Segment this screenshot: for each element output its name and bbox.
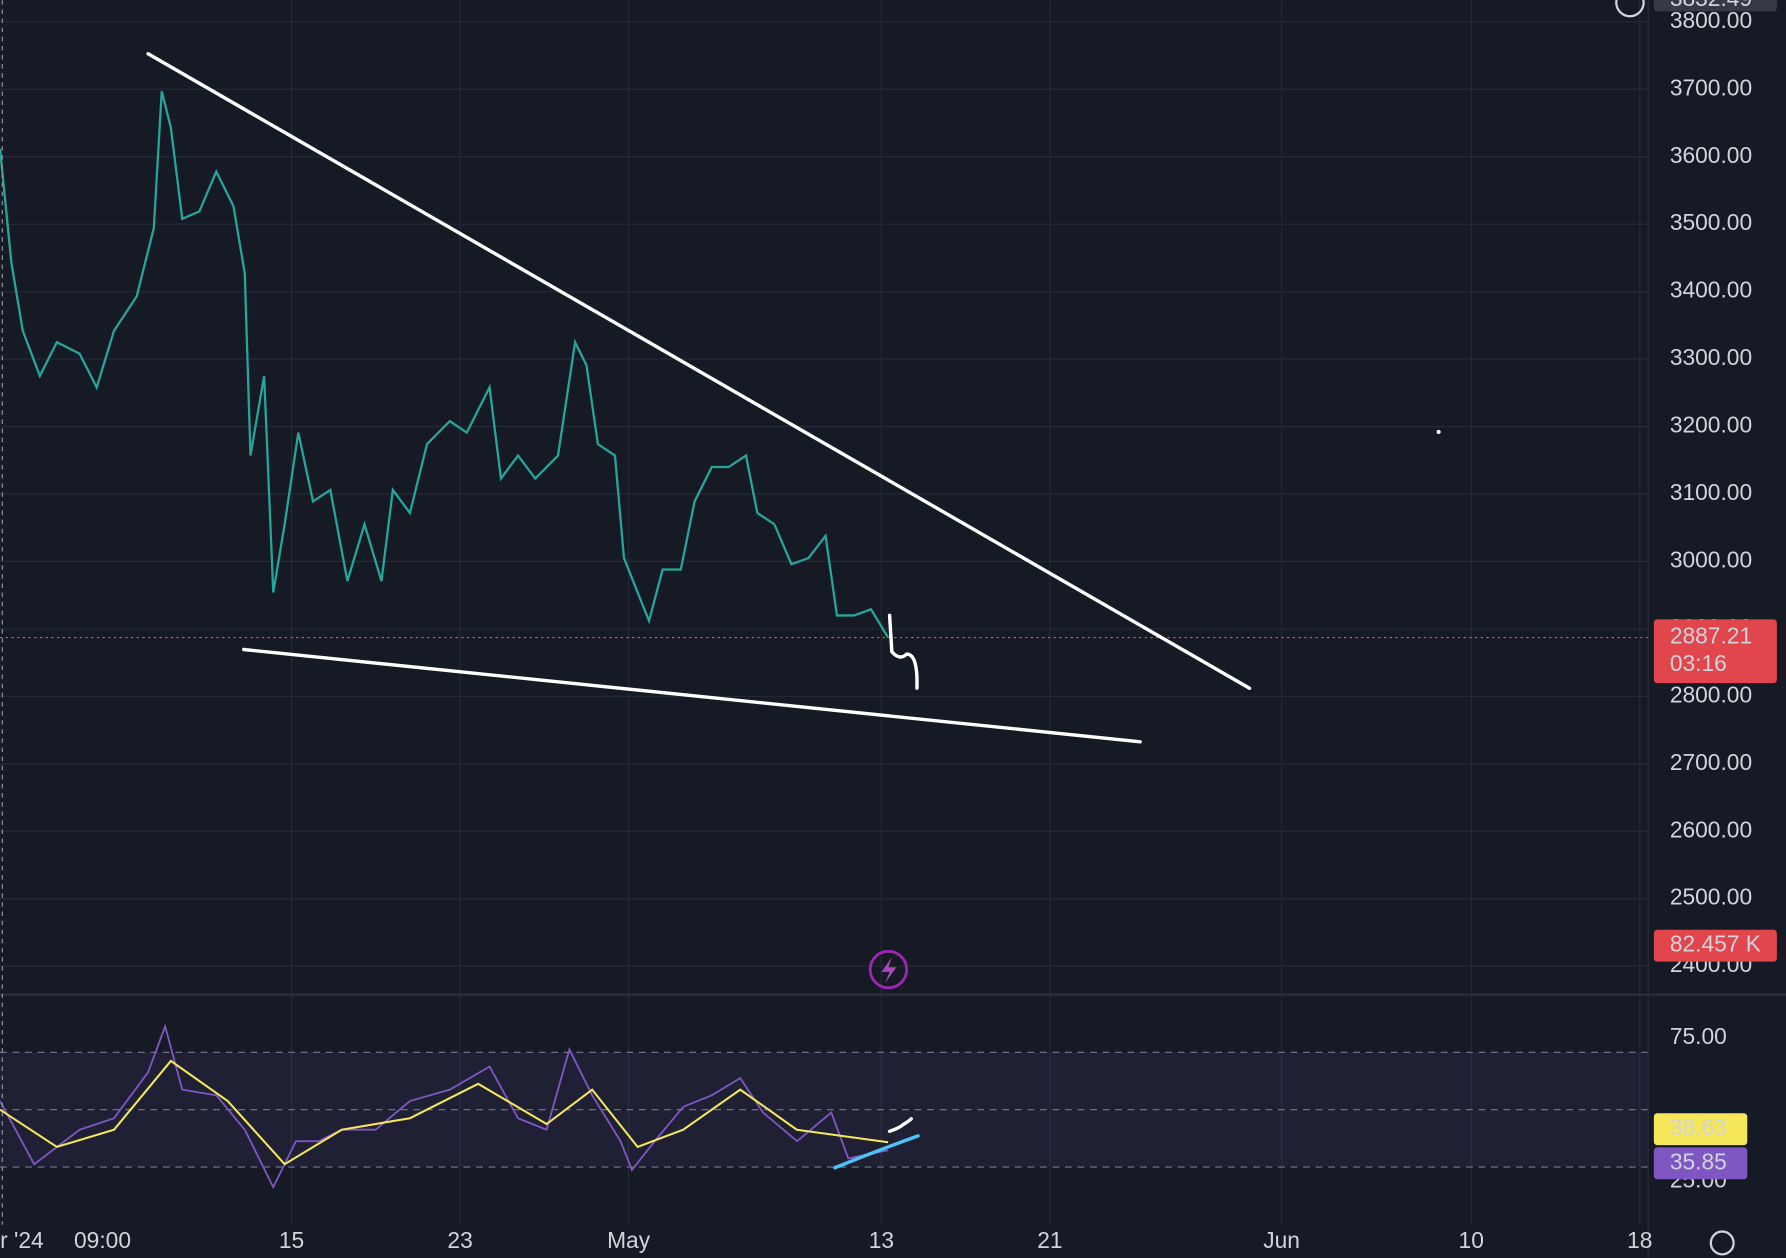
- x-tick-label: Jun: [1263, 1227, 1300, 1253]
- rsi-trendline: [833, 1134, 920, 1170]
- crosshair-time: 09:00: [74, 1227, 131, 1253]
- x-tick-label: 15: [279, 1227, 304, 1253]
- y-tick-label: 2700.00: [1670, 749, 1752, 775]
- projection-scribble: [887, 613, 919, 690]
- y-tick-label: 2500.00: [1670, 884, 1752, 910]
- rsi-ma-box: [1653, 1113, 1748, 1146]
- x-tick-label: 10: [1459, 1227, 1484, 1253]
- y-tick-label: 3300.00: [1670, 344, 1752, 370]
- x-tick-label: 21: [1037, 1227, 1062, 1253]
- rsi-tick-label: 75.00: [1670, 1023, 1727, 1049]
- last-price-label: 2887.21: [1670, 623, 1752, 649]
- rsi-box: [1653, 1147, 1748, 1180]
- y-tick-label: 3200.00: [1670, 412, 1752, 438]
- x-tick-label: May: [607, 1227, 651, 1253]
- y-tick-label: 3600.00: [1670, 142, 1752, 168]
- x-tick-label: r '24: [0, 1227, 44, 1253]
- rsi-label: 35.85: [1670, 1148, 1727, 1174]
- rsi-ma-label: 38.63: [1670, 1114, 1727, 1140]
- rsi-ma-line: [0, 1059, 889, 1166]
- settings-icon[interactable]: [1709, 1230, 1735, 1256]
- countdown-label: 03:16: [1670, 650, 1727, 676]
- alert-bolt: [881, 957, 897, 984]
- y-tick-label: 3100.00: [1670, 479, 1752, 505]
- grid: [0, 0, 1649, 1225]
- rsi-line: [0, 1023, 889, 1190]
- crosshair-price-label: 3832.49: [1670, 0, 1752, 11]
- x-tick-label: 18: [1627, 1227, 1652, 1253]
- drawings: [146, 52, 1252, 1170]
- x-tick-label: 13: [869, 1227, 894, 1253]
- rsi-scribble: [887, 1117, 913, 1134]
- y-tick-label: 3000.00: [1670, 546, 1752, 572]
- last-price-box: [1653, 619, 1777, 684]
- add-icon[interactable]: [1615, 0, 1645, 18]
- lower-trendline: [242, 647, 1142, 744]
- y-tick-label: 3500.00: [1670, 209, 1752, 235]
- y-tick-label: 2600.00: [1670, 816, 1752, 842]
- upper-trendline: [146, 52, 1252, 690]
- y-tick-label: 3400.00: [1670, 277, 1752, 303]
- marks: [0, 90, 1649, 1190]
- y-tick-label: 2800.00: [1670, 681, 1752, 707]
- crosshair-price-box: [1653, 0, 1777, 12]
- x-tick-label: 23: [447, 1227, 472, 1253]
- y-tick-label: 3700.00: [1670, 74, 1752, 100]
- rsi-band: [0, 1052, 1649, 1168]
- alert-icon[interactable]: [868, 949, 909, 990]
- dot: [1436, 429, 1441, 434]
- price-line: [0, 90, 890, 639]
- volume-box: [1653, 929, 1777, 962]
- volume-label: 82.457 K: [1670, 931, 1761, 957]
